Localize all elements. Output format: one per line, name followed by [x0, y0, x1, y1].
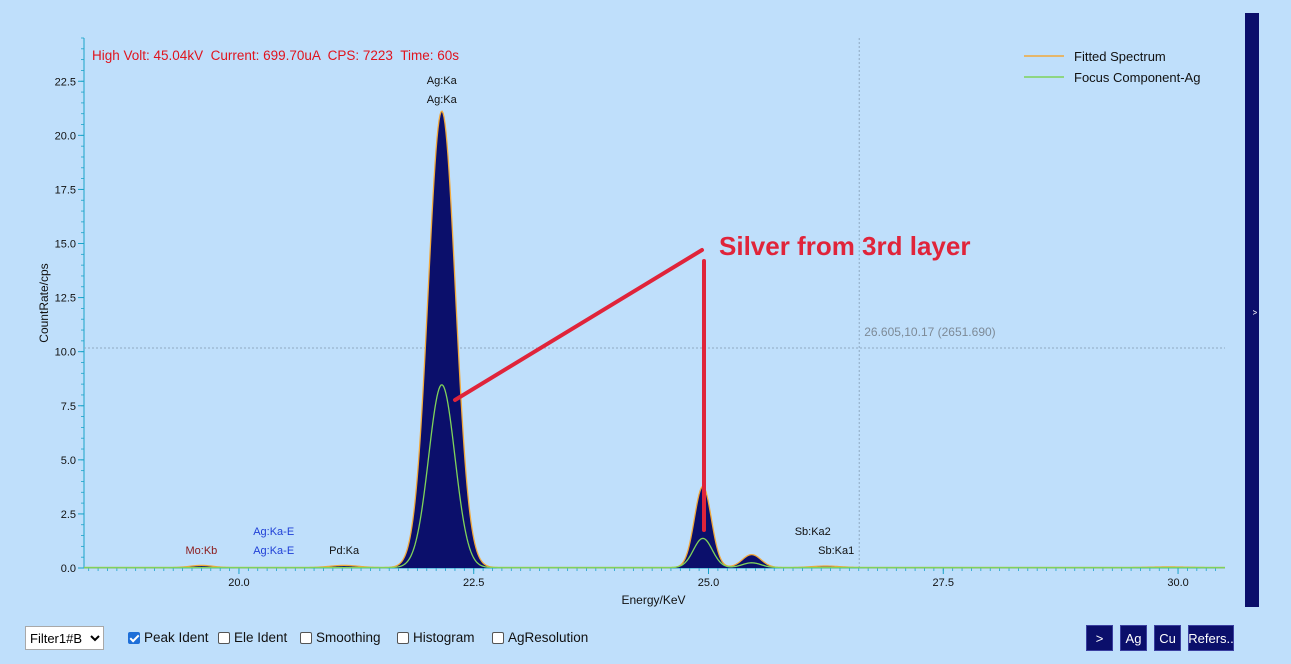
y-tick-label: 2.5: [61, 509, 76, 521]
ag-button[interactable]: Ag: [1120, 625, 1147, 651]
histogram-label: Histogram: [413, 630, 475, 645]
checkbox-icon: [128, 631, 140, 644]
ele-ident-checkbox[interactable]: Ele Ident: [218, 630, 287, 645]
x-tick-label: 27.5: [933, 577, 954, 589]
acquisition-status: High Volt: 45.04kV Current: 699.70uA CPS…: [92, 48, 459, 63]
cu-button[interactable]: Cu: [1154, 625, 1181, 651]
legend-label: Focus Component-Ag: [1074, 70, 1200, 85]
x-axis-title: Energy/KeV: [621, 593, 685, 607]
peak-label: Pd:Ka: [329, 545, 360, 557]
crosshair-readout: 26.605,10.17 (2651.690): [864, 325, 995, 339]
checkbox-icon: [218, 631, 230, 644]
peak-label: Ag:Ka-E: [253, 526, 294, 538]
y-axis-title: CountRate/cps: [37, 263, 51, 342]
peak-ident-label: Peak Ident: [144, 630, 209, 645]
peak-ident-checkbox[interactable]: Peak Ident: [128, 630, 209, 645]
peak-label: Sb:Ka2: [795, 526, 831, 538]
x-tick-label: 22.5: [463, 577, 484, 589]
x-tick-label: 20.0: [228, 577, 249, 589]
ele-ident-label: Ele Ident: [234, 630, 288, 645]
x-tick-label: 30.0: [1167, 577, 1188, 589]
peak-label: Ag:Ka: [427, 75, 458, 87]
spectrum-fill: [84, 111, 1225, 569]
y-tick-label: 5.0: [61, 455, 76, 467]
histogram-checkbox[interactable]: Histogram: [397, 630, 475, 645]
annotation-text: Silver from 3rd layer: [719, 231, 971, 261]
peak-label: Ag:Ka: [427, 94, 458, 106]
fitted-spectrum-line: [84, 110, 1225, 569]
bottom-toolbar: Filter1#B Peak Ident Ele Ident Smoothing…: [0, 624, 1291, 654]
peak-label: Mo:Kb: [185, 545, 217, 557]
spectrum-chart: 20.0 22.5 25.0 27.5 30.0 0.0 2.5 5.0 7.5 10.0 12.5…: [37, 37, 1225, 607]
focus-component-line: [84, 384, 1225, 569]
x-tick-label: 25.0: [698, 577, 719, 589]
side-panel-toggle[interactable]: ^: [1245, 13, 1259, 607]
y-tick-label: 12.5: [55, 293, 76, 305]
peak-label: Sb:Ka1: [818, 545, 854, 557]
y-tick-label: 20.0: [55, 130, 76, 142]
y-tick-label: 0.0: [61, 563, 76, 575]
smoothing-checkbox[interactable]: Smoothing: [300, 630, 381, 645]
chevron-up-icon: ^: [1246, 310, 1258, 315]
peak-label: Ag:Ka-E: [253, 545, 294, 557]
checkbox-icon: [300, 631, 312, 644]
agresolution-label: AgResolution: [508, 630, 589, 645]
next-button[interactable]: >: [1086, 625, 1113, 651]
y-tick-label: 17.5: [55, 184, 76, 196]
annotation-arrow-line: [453, 248, 704, 402]
y-tick-label: 7.5: [61, 401, 76, 413]
y-tick-label: 15.0: [55, 239, 76, 251]
refers-button[interactable]: Refers..: [1188, 625, 1234, 651]
y-tick-label: 22.5: [55, 76, 76, 88]
legend-label: Fitted Spectrum: [1074, 49, 1166, 64]
checkbox-icon: [397, 631, 409, 644]
y-tick-label: 10.0: [55, 347, 76, 359]
filter-select[interactable]: Filter1#B: [25, 626, 104, 650]
smoothing-label: Smoothing: [316, 630, 381, 645]
checkbox-icon: [492, 631, 504, 644]
agresolution-checkbox[interactable]: AgResolution: [492, 630, 588, 645]
